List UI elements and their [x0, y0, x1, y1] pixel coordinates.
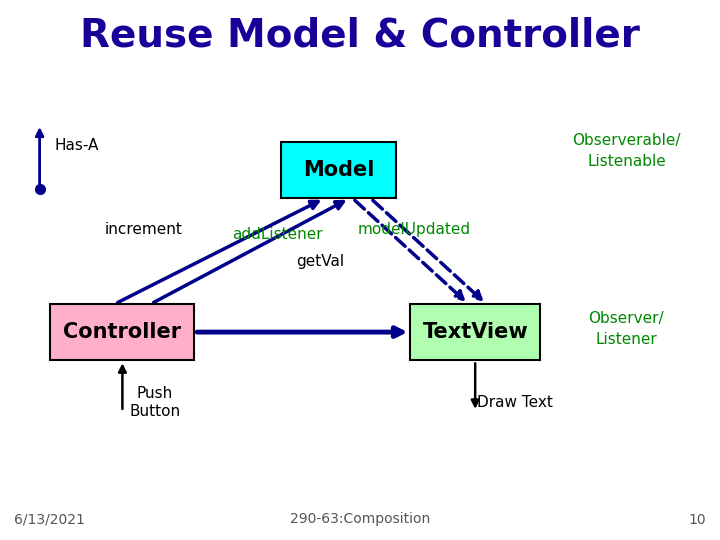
Text: Observer/
Listener: Observer/ Listener [588, 312, 665, 347]
Text: 6/13/2021: 6/13/2021 [14, 512, 85, 526]
Text: Model: Model [302, 160, 374, 180]
Text: getVal: getVal [297, 254, 344, 269]
Text: Reuse Model & Controller: Reuse Model & Controller [80, 16, 640, 54]
Text: 290-63:Composition: 290-63:Composition [290, 512, 430, 526]
Text: addListener: addListener [232, 227, 323, 242]
Text: Observerable/
Listenable: Observerable/ Listenable [572, 133, 680, 169]
Text: TextView: TextView [423, 322, 528, 342]
Text: increment: increment [105, 222, 183, 237]
Text: Controller: Controller [63, 322, 181, 342]
FancyBboxPatch shape [50, 303, 194, 361]
FancyBboxPatch shape [410, 303, 540, 361]
Text: Push
Button: Push Button [129, 386, 181, 419]
Text: 10: 10 [688, 512, 706, 526]
FancyBboxPatch shape [281, 141, 396, 198]
Text: Has-A: Has-A [54, 138, 99, 153]
Text: Draw Text: Draw Text [477, 395, 553, 410]
Text: modelUpdated: modelUpdated [357, 222, 471, 237]
